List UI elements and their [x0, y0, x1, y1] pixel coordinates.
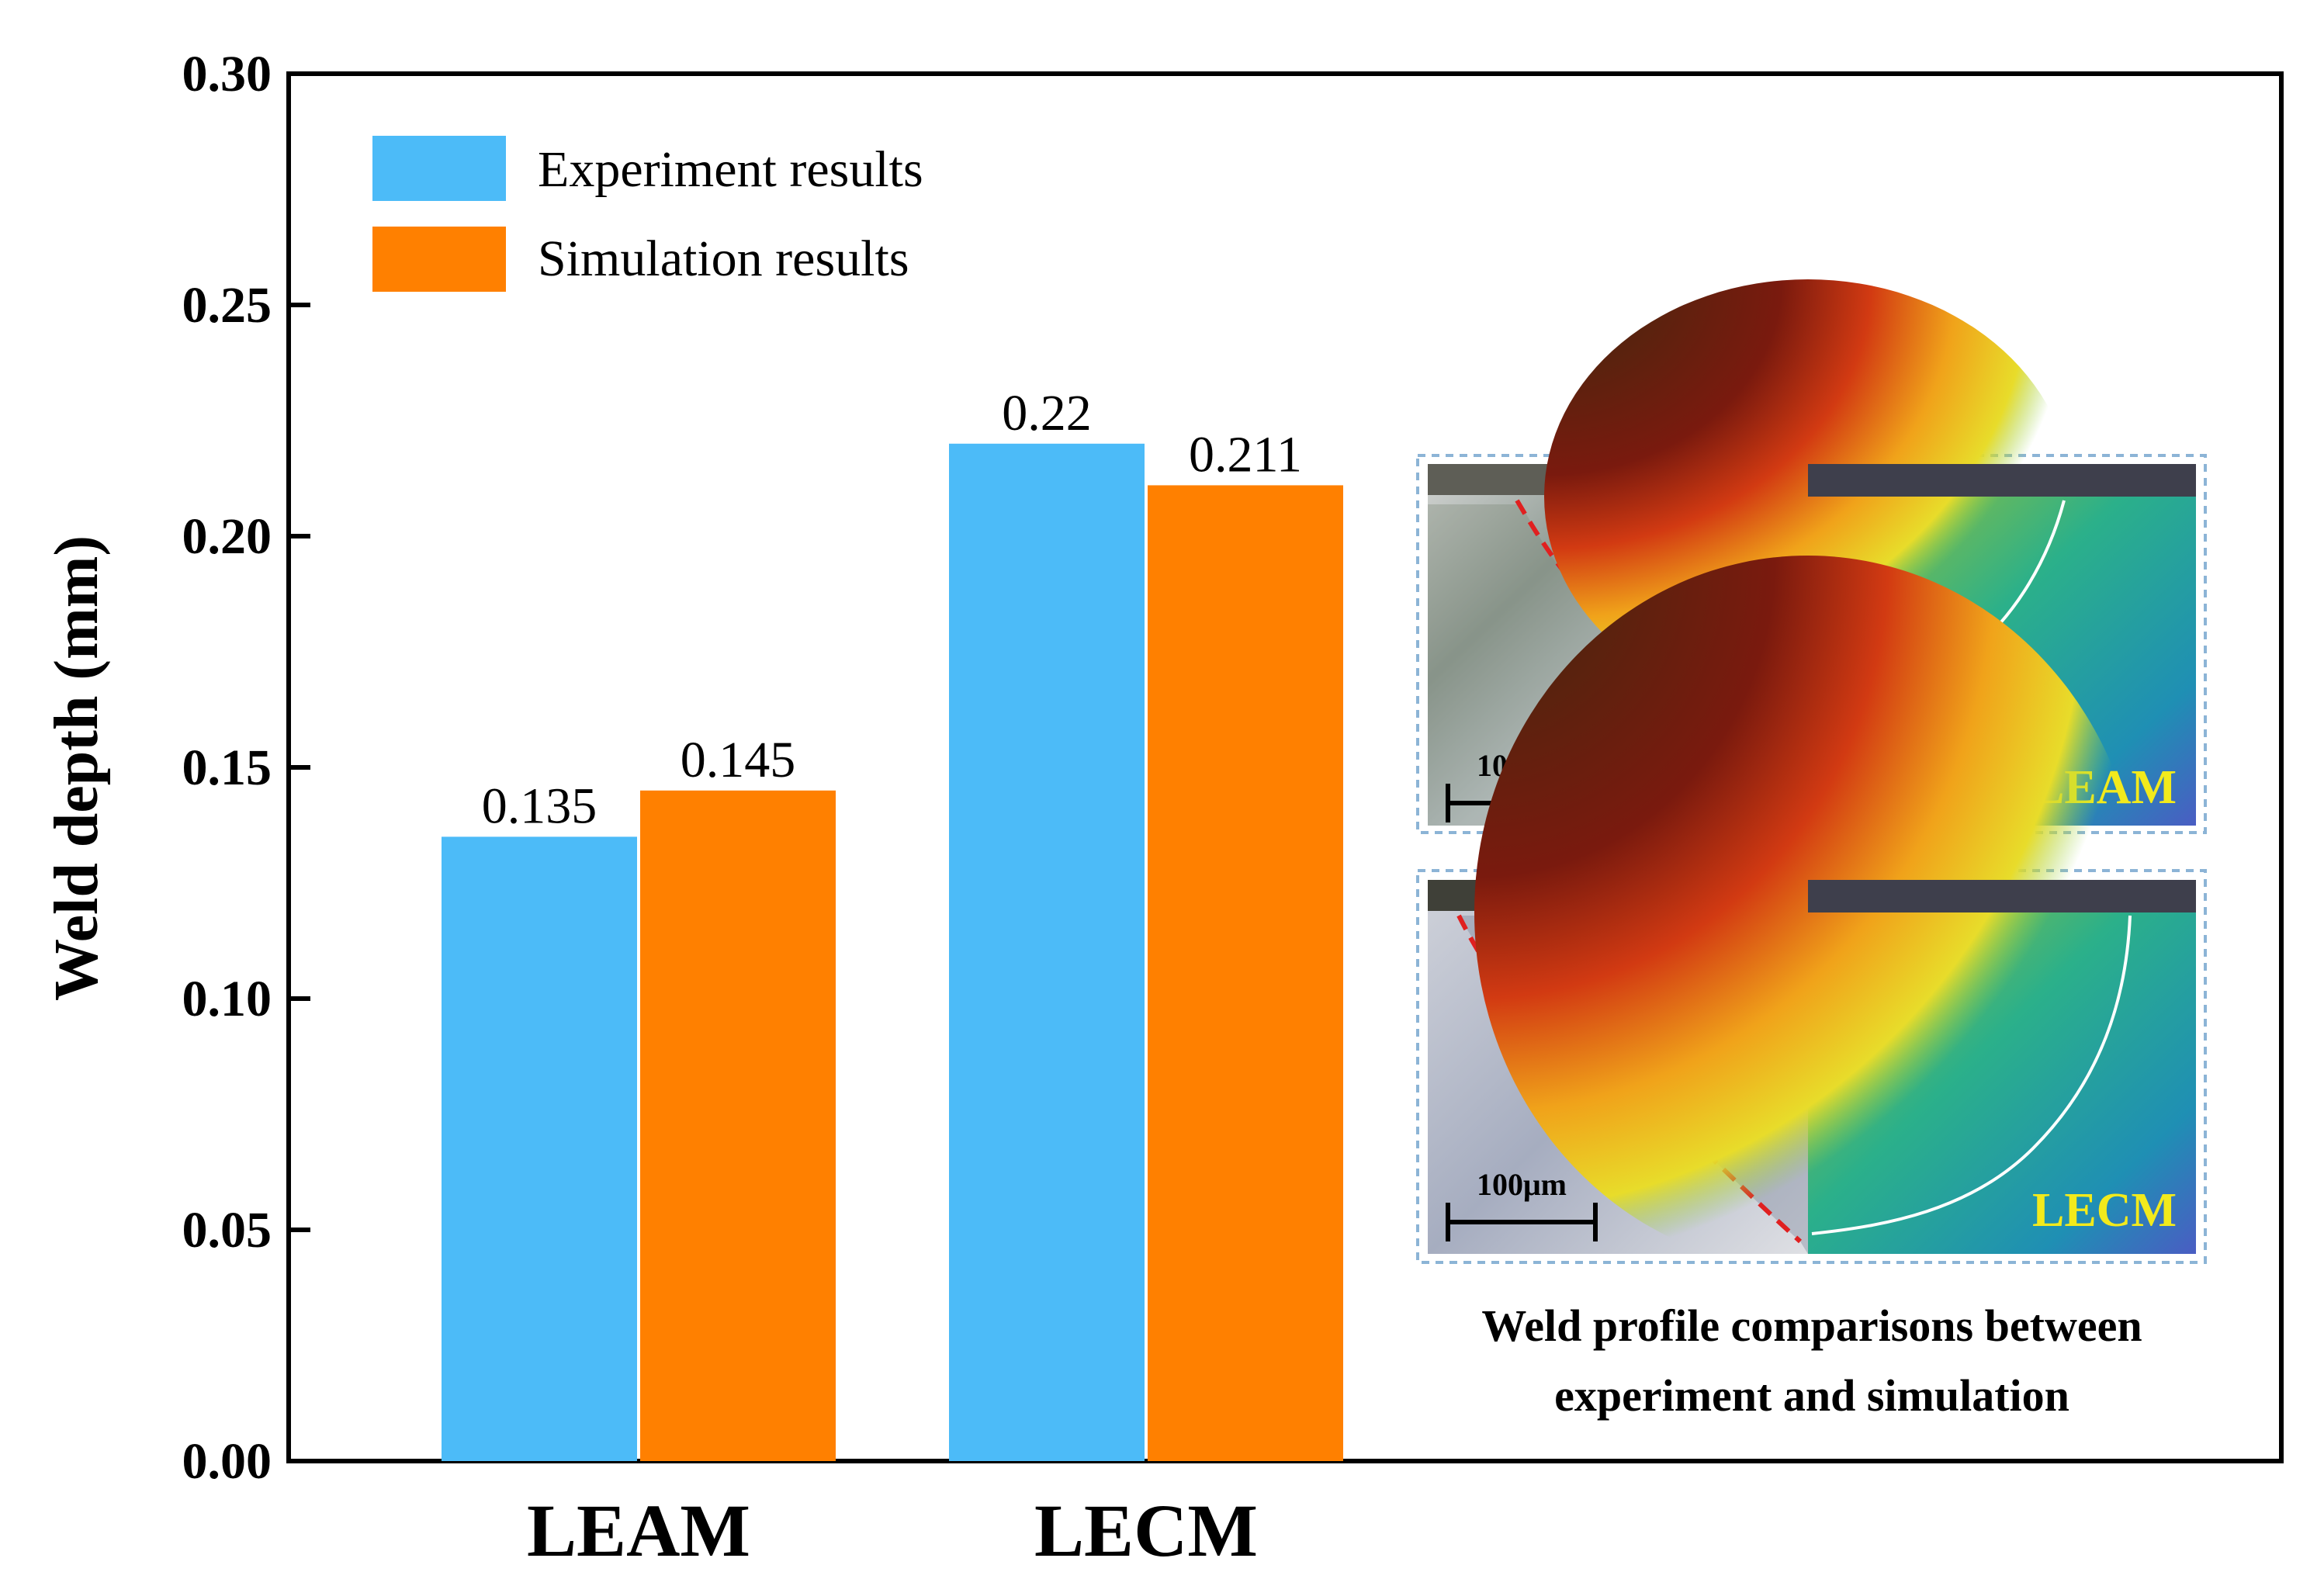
- data-label-leam-simulation: 0.145: [681, 732, 796, 788]
- fusion-contour-lecm: [1811, 915, 2132, 1235]
- data-label-lecm-experiment: 0.22: [1002, 385, 1092, 441]
- legend-label-experiment: Experiment results: [538, 141, 923, 198]
- bar-leam-simulation: [640, 790, 836, 1461]
- y-axis-title: Weld depth (mm): [43, 535, 111, 1001]
- inset-panel-lecm: 100μm LECM: [1416, 556, 2207, 1269]
- y-tick-label: 0.25: [182, 277, 272, 334]
- y-tick-label: 0.20: [182, 508, 272, 565]
- bar-group: 0.135 0.145 0.22 0.211: [442, 385, 1343, 1462]
- panel-label-lecm: LECM: [2032, 1184, 2177, 1237]
- bar-lecm-simulation: [1148, 485, 1343, 1462]
- y-tick-label: 0.00: [182, 1433, 272, 1490]
- scale-bar-lecm: 100μm: [1446, 1167, 1598, 1241]
- svg-text:100μm: 100μm: [1477, 1167, 1567, 1202]
- y-axis: 0.00 0.05 0.10 0.15 0.20 0.25 0.30: [182, 46, 310, 1490]
- data-label-lecm-simulation: 0.211: [1189, 426, 1302, 483]
- legend-swatch-simulation: [372, 227, 506, 292]
- y-tick-label: 0.15: [182, 739, 272, 796]
- bar-leam-experiment: [442, 836, 637, 1461]
- category-label-lecm: LECM: [1034, 1489, 1258, 1572]
- y-tick-label: 0.30: [182, 46, 272, 102]
- data-label-leam-experiment: 0.135: [482, 777, 597, 834]
- legend-label-simulation: Simulation results: [538, 230, 909, 287]
- bar-lecm-experiment: [949, 443, 1145, 1461]
- y-tick-label: 0.05: [182, 1202, 272, 1259]
- inset-caption-line2: experiment and simulation: [1554, 1370, 2069, 1421]
- category-label-leam: LEAM: [527, 1489, 750, 1572]
- y-tick-label: 0.10: [182, 971, 272, 1027]
- legend-swatch-experiment: [372, 136, 506, 201]
- inset-caption-line1: Weld profile comparisons between: [1481, 1300, 2142, 1351]
- legend: Experiment results Simulation results: [372, 136, 923, 292]
